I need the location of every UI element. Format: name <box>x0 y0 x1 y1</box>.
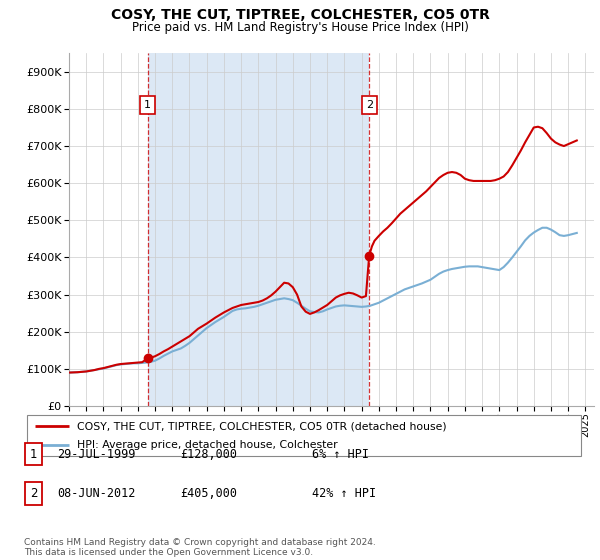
Text: 1: 1 <box>30 447 37 461</box>
Text: 6% ↑ HPI: 6% ↑ HPI <box>312 447 369 461</box>
Text: 42% ↑ HPI: 42% ↑ HPI <box>312 487 376 500</box>
Text: £405,000: £405,000 <box>180 487 237 500</box>
Text: 29-JUL-1999: 29-JUL-1999 <box>57 447 136 461</box>
FancyBboxPatch shape <box>27 416 581 456</box>
FancyBboxPatch shape <box>25 443 42 465</box>
Text: Contains HM Land Registry data © Crown copyright and database right 2024.
This d: Contains HM Land Registry data © Crown c… <box>24 538 376 557</box>
Text: 08-JUN-2012: 08-JUN-2012 <box>57 487 136 500</box>
Bar <box>148 53 369 406</box>
Text: Price paid vs. HM Land Registry's House Price Index (HPI): Price paid vs. HM Land Registry's House … <box>131 21 469 34</box>
Text: HPI: Average price, detached house, Colchester: HPI: Average price, detached house, Colc… <box>77 441 338 450</box>
FancyBboxPatch shape <box>25 482 42 505</box>
Text: 2: 2 <box>30 487 37 500</box>
Text: COSY, THE CUT, TIPTREE, COLCHESTER, CO5 0TR: COSY, THE CUT, TIPTREE, COLCHESTER, CO5 … <box>110 8 490 22</box>
Text: 2: 2 <box>365 100 373 110</box>
Text: 1: 1 <box>144 100 151 110</box>
Text: COSY, THE CUT, TIPTREE, COLCHESTER, CO5 0TR (detached house): COSY, THE CUT, TIPTREE, COLCHESTER, CO5 … <box>77 421 447 431</box>
Text: £128,000: £128,000 <box>180 447 237 461</box>
